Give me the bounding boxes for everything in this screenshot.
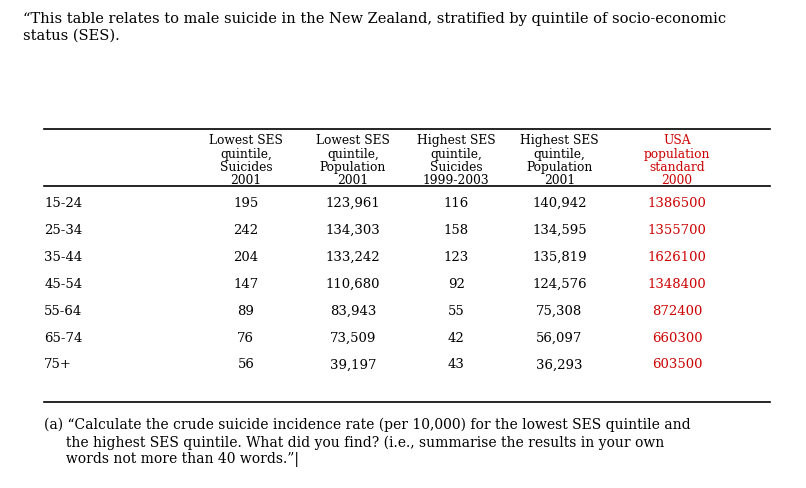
Text: 75+: 75+	[44, 358, 73, 371]
Text: 204: 204	[233, 250, 259, 264]
Text: 36,293: 36,293	[536, 358, 583, 371]
Text: 45-54: 45-54	[44, 277, 82, 290]
Text: (a) “Calculate the crude suicide incidence rate (per 10,000) for the lowest SES : (a) “Calculate the crude suicide inciden…	[44, 417, 691, 431]
Text: 25-34: 25-34	[44, 224, 82, 237]
Text: quintile,: quintile,	[430, 148, 482, 161]
Text: Population: Population	[526, 161, 592, 174]
Text: 134,303: 134,303	[326, 224, 380, 237]
Text: 65-74: 65-74	[44, 331, 83, 344]
Text: Highest SES: Highest SES	[417, 134, 496, 147]
Text: 140,942: 140,942	[532, 197, 587, 210]
Text: 15-24: 15-24	[44, 197, 82, 210]
Text: 56,097: 56,097	[536, 331, 583, 344]
Text: 39,197: 39,197	[330, 358, 376, 371]
Text: 2001: 2001	[338, 173, 368, 186]
Text: 55: 55	[448, 304, 464, 317]
Text: 124,576: 124,576	[532, 277, 587, 290]
Text: quintile,: quintile,	[327, 148, 379, 161]
Text: 1626100: 1626100	[647, 250, 707, 264]
Text: 83,943: 83,943	[330, 304, 376, 317]
Text: 872400: 872400	[652, 304, 702, 317]
Text: “This table relates to male suicide in the New Zealand, stratified by quintile o: “This table relates to male suicide in t…	[23, 12, 725, 42]
Text: USA: USA	[663, 134, 691, 147]
Text: Suicides: Suicides	[430, 161, 483, 174]
Text: the highest SES quintile. What did you find? (i.e., summarise the results in you: the highest SES quintile. What did you f…	[44, 434, 665, 448]
Text: 147: 147	[233, 277, 259, 290]
Text: 603500: 603500	[652, 358, 702, 371]
Text: 195: 195	[233, 197, 259, 210]
Text: 43: 43	[448, 358, 464, 371]
Text: quintile,: quintile,	[534, 148, 585, 161]
Text: Suicides: Suicides	[219, 161, 272, 174]
Text: 1348400: 1348400	[648, 277, 706, 290]
Text: 110,680: 110,680	[326, 277, 380, 290]
Text: 133,242: 133,242	[326, 250, 380, 264]
Text: 123: 123	[443, 250, 469, 264]
Text: 2001: 2001	[544, 173, 575, 186]
Text: 1386500: 1386500	[647, 197, 707, 210]
Text: 158: 158	[443, 224, 469, 237]
Text: 116: 116	[443, 197, 469, 210]
Text: 2001: 2001	[231, 173, 261, 186]
Text: 660300: 660300	[652, 331, 702, 344]
Text: 1999-2003: 1999-2003	[423, 173, 489, 186]
Text: Population: Population	[320, 161, 386, 174]
Text: 73,509: 73,509	[330, 331, 376, 344]
Text: 56: 56	[238, 358, 254, 371]
Text: 89: 89	[238, 304, 254, 317]
Text: population: population	[644, 148, 710, 161]
Text: Highest SES: Highest SES	[520, 134, 599, 147]
Text: 55-64: 55-64	[44, 304, 82, 317]
Text: 242: 242	[233, 224, 259, 237]
Text: words not more than 40 words.”|: words not more than 40 words.”|	[44, 451, 299, 467]
Text: 135,819: 135,819	[532, 250, 587, 264]
Text: 1355700: 1355700	[647, 224, 707, 237]
Text: 2000: 2000	[662, 173, 692, 186]
Text: 76: 76	[237, 331, 255, 344]
Text: 92: 92	[448, 277, 464, 290]
Text: 134,595: 134,595	[532, 224, 587, 237]
Text: 123,961: 123,961	[326, 197, 380, 210]
Text: 42: 42	[448, 331, 464, 344]
Text: Lowest SES: Lowest SES	[316, 134, 390, 147]
Text: 75,308: 75,308	[536, 304, 583, 317]
Text: Lowest SES: Lowest SES	[209, 134, 283, 147]
Text: 35-44: 35-44	[44, 250, 82, 264]
Text: standard: standard	[649, 161, 705, 174]
Text: quintile,: quintile,	[220, 148, 272, 161]
